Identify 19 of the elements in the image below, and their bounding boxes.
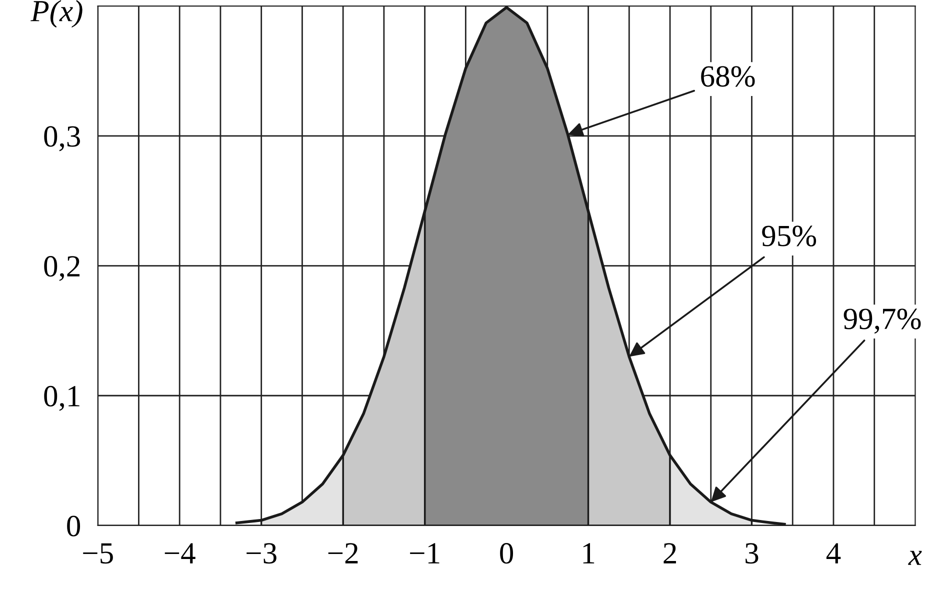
x-tick-label: −4 [164,543,196,564]
x-tick-label: 3 [746,543,758,564]
y-tick-label: 0,1 [44,386,80,411]
x-tick-label: −1 [410,543,440,564]
x-tick-label: 4 [826,543,841,564]
annotation: 99,7% [844,308,921,334]
x-tick-label: −3 [246,543,276,564]
y-axis-title: P(x) [30,0,82,28]
x-tick-label: −2 [328,543,358,564]
x-tick-label: 1 [583,543,594,564]
x-tick-label: −5 [83,543,113,564]
x-axis-title: x [908,550,922,565]
y-tick-label: 0,2 [44,256,80,282]
x-tick-label: 2 [664,543,676,564]
y-tick-label: 0 [67,516,80,536]
annotation: 68% [701,66,755,87]
x-tick-label: 0 [500,543,514,564]
annotation: 95% [762,226,816,246]
y-tick-label: 0,3 [44,126,80,152]
